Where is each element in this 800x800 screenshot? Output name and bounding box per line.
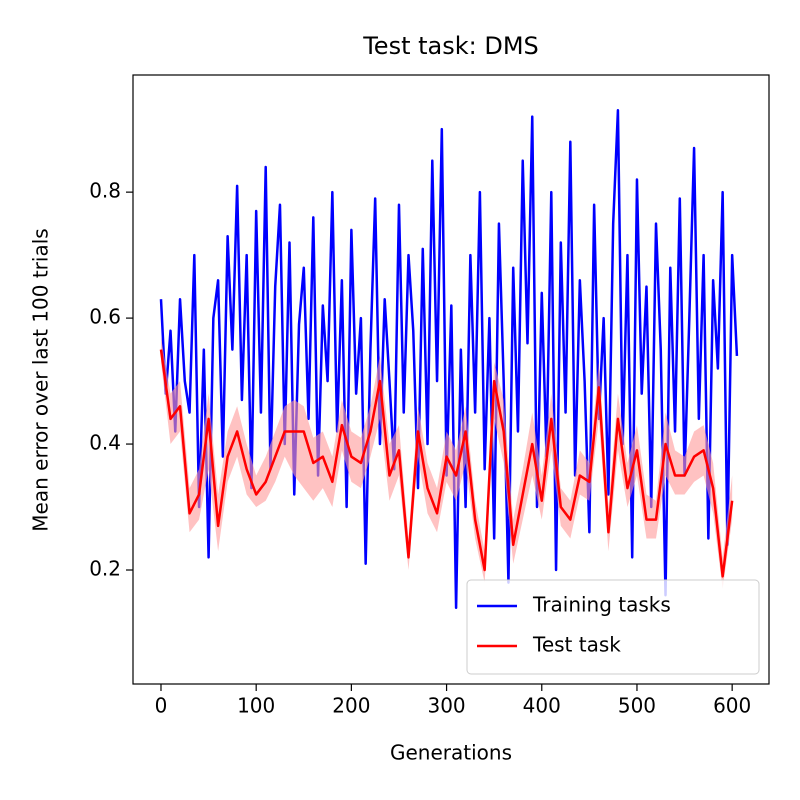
y-tick-label: 0.8: [89, 179, 121, 203]
chart-title: Test task: DMS: [362, 32, 539, 60]
x-tick-label: 0: [155, 694, 168, 718]
x-tick-label: 600: [713, 694, 751, 718]
x-axis-label: Generations: [390, 741, 512, 765]
legend-box: [466, 579, 760, 675]
legend-label: Training tasks: [532, 593, 671, 617]
series-line: [159, 109, 739, 610]
x-tick-label: 500: [618, 694, 656, 718]
y-tick-label: 0.2: [89, 557, 121, 581]
y-tick-label: 0.4: [89, 431, 121, 455]
y-tick-label: 0.6: [89, 305, 121, 329]
series-line: [159, 349, 734, 578]
legend: Training tasks Test task: [466, 579, 760, 675]
x-tick-label: 200: [332, 694, 370, 718]
x-tick-label: 400: [523, 694, 561, 718]
legend-label: Test task: [532, 633, 621, 657]
x-tick-label: 300: [427, 694, 465, 718]
y-axis-label: Mean error over last 100 trials: [29, 228, 53, 531]
series-layer: [159, 109, 739, 610]
axes-frame: [132, 74, 770, 685]
x-tick-label: 100: [237, 694, 275, 718]
